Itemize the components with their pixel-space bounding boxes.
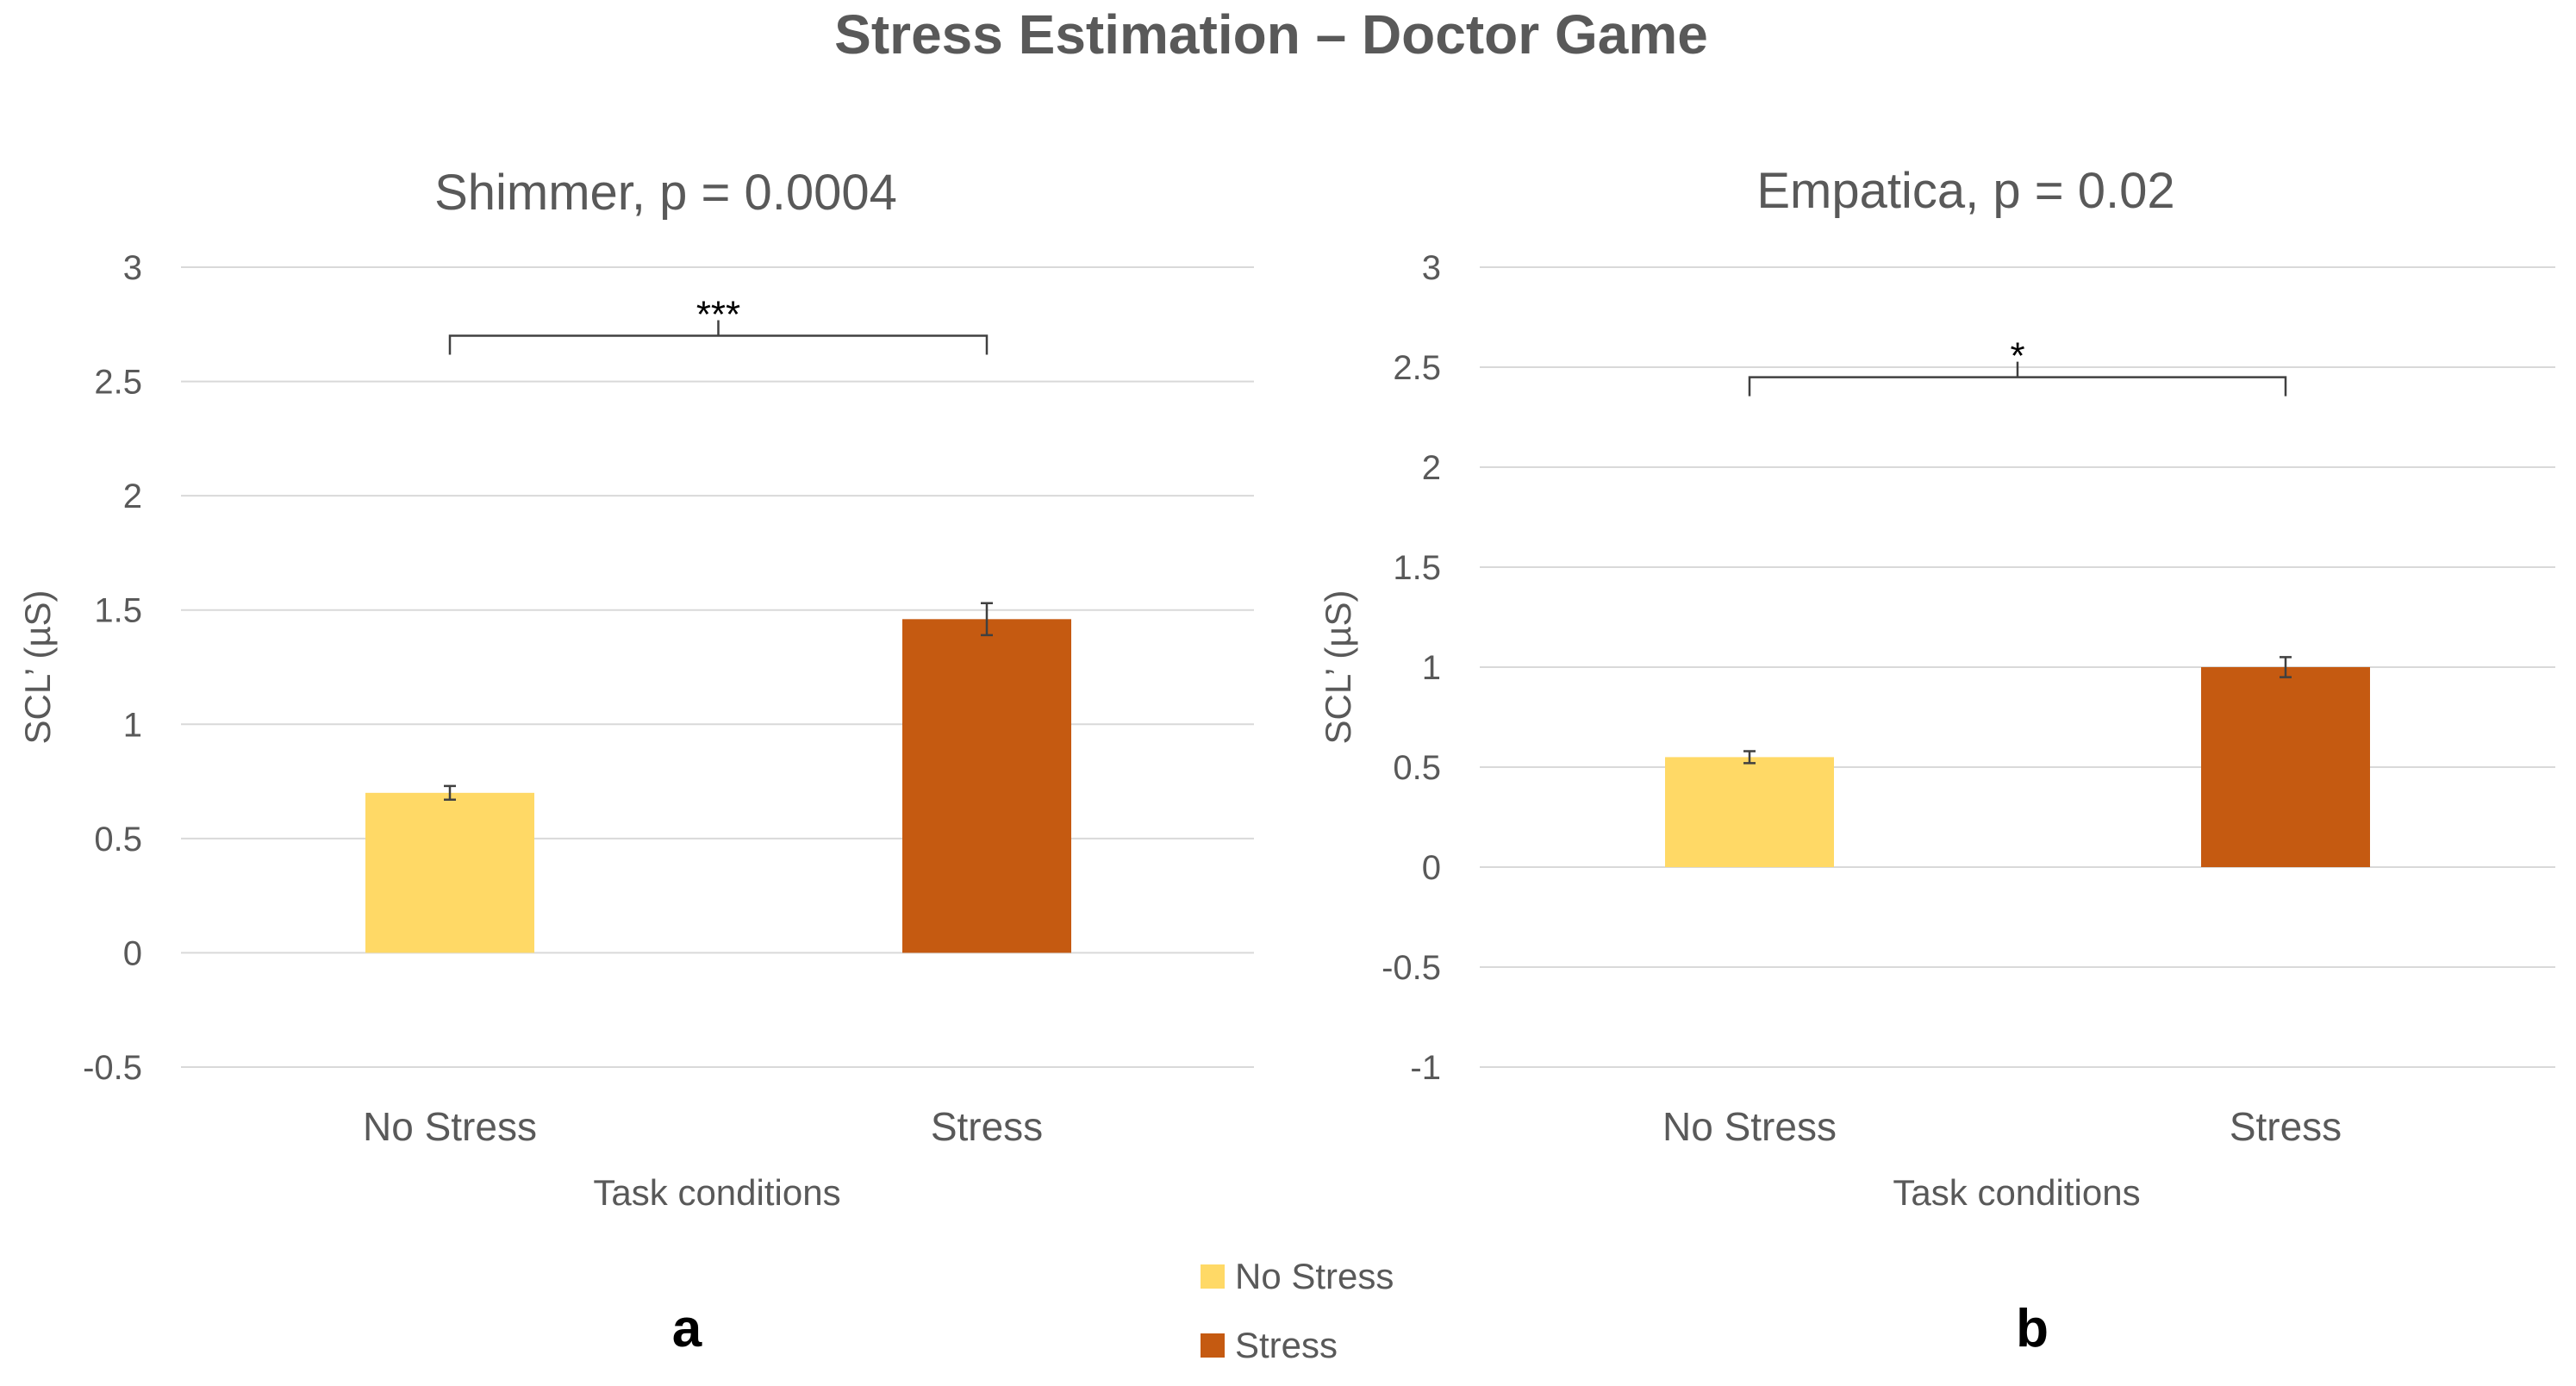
chart-title: Shimmer, p = 0.0004: [434, 165, 897, 221]
panel-a: Shimmer, p = 0.0004 -0.5 0 0.5 1 1.5 2 2.5 3 No S…: [17, 165, 1254, 1213]
y-tick-label: 1: [123, 706, 142, 744]
bar-no-stress: [365, 792, 534, 953]
figure-title: Stress Estimation – Doctor Game: [834, 3, 1708, 66]
legend: No Stress Stress: [1201, 1256, 1394, 1365]
y-tick-label: 0.5: [94, 821, 142, 858]
y-axis-label: SCL’ (µS): [17, 590, 58, 744]
legend-label-no-stress: No Stress: [1235, 1256, 1394, 1296]
panel-b: Empatica, p = 0.02 -1 -0.5 0 0.5 1 1.5 2 2.5 3 No …: [1318, 163, 2555, 1213]
y-tick-label: 3: [123, 249, 142, 287]
x-tick-label: Stress: [2230, 1104, 2342, 1149]
significance-bracket: [1748, 361, 2287, 396]
y-tick-label: 1.5: [1393, 549, 1441, 587]
y-tick-label: 2.5: [94, 364, 142, 402]
x-axis-label: Task conditions: [1893, 1172, 2140, 1213]
panel-label-a: a: [672, 1299, 702, 1358]
legend-swatch-no-stress: [1201, 1264, 1225, 1289]
x-axis-label: Task conditions: [593, 1172, 840, 1213]
legend-swatch-stress: [1201, 1333, 1225, 1358]
y-tick-label: 1: [1422, 649, 1441, 687]
y-tick-label: 0.5: [1393, 749, 1441, 787]
bar-no-stress: [1665, 757, 1834, 867]
error-bar: [2280, 656, 2292, 678]
y-tick-label: 2: [1422, 449, 1441, 487]
y-tick-label: 1.5: [94, 592, 142, 630]
error-bar: [1743, 750, 1756, 765]
y-tick-label: 2.5: [1393, 349, 1441, 387]
y-tick-label: -0.5: [1382, 949, 1441, 987]
chart-title: Empatica, p = 0.02: [1756, 163, 2174, 219]
x-tick-label: No Stress: [1662, 1104, 1837, 1149]
x-tick-label: Stress: [931, 1104, 1043, 1149]
y-tick-label: 0: [1422, 849, 1441, 887]
significance-label: ***: [696, 294, 740, 336]
bar-stress: [2201, 667, 2370, 867]
y-tick-label: 0: [123, 934, 142, 972]
y-tick-label: 3: [1422, 249, 1441, 287]
legend-label-stress: Stress: [1235, 1325, 1338, 1365]
y-tick-label: -0.5: [83, 1049, 142, 1087]
bar-stress: [902, 619, 1071, 953]
significance-bracket: [448, 320, 989, 355]
y-axis-label: SCL’ (µS): [1318, 590, 1358, 744]
y-tick-label: 2: [123, 478, 142, 515]
y-tick-label: -1: [1410, 1049, 1441, 1087]
error-bar: [444, 784, 456, 802]
panel-label-b: b: [2016, 1299, 2049, 1358]
error-bar: [981, 602, 993, 637]
x-tick-label: No Stress: [363, 1104, 537, 1149]
significance-label: *: [2010, 335, 2024, 378]
